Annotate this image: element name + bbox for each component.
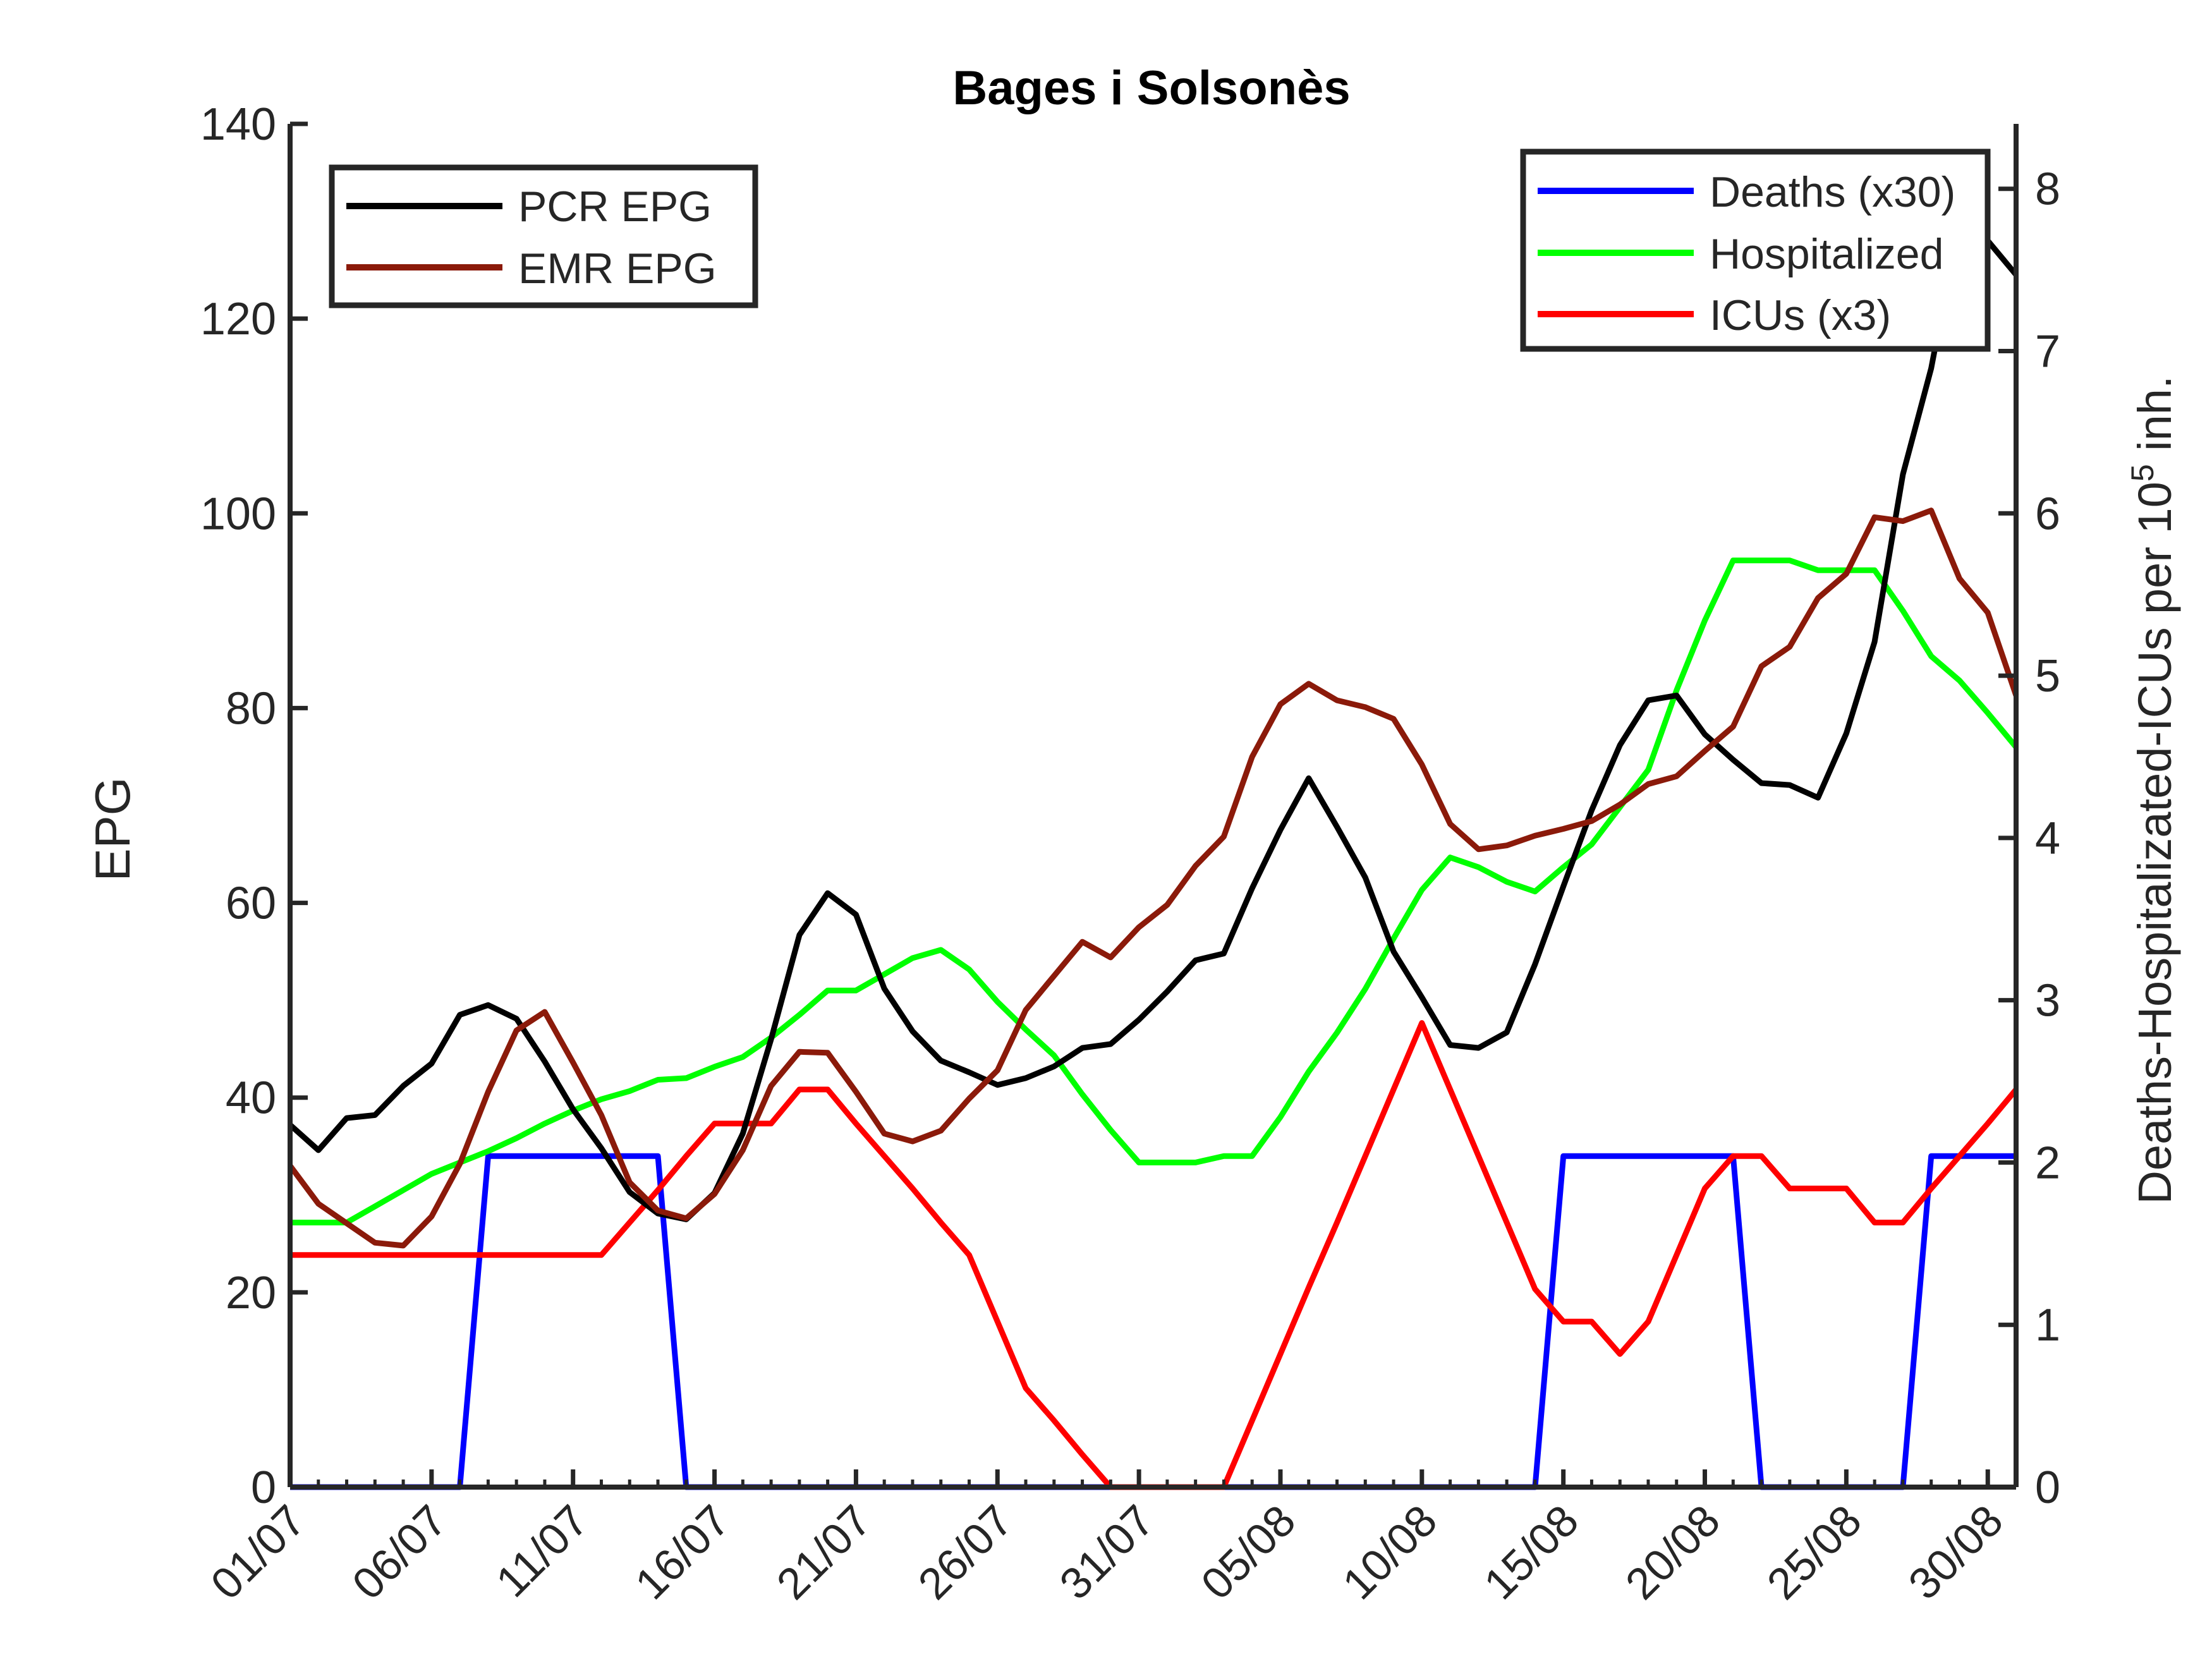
plot-area bbox=[288, 217, 2019, 1490]
y-axis-left-label: EPG bbox=[85, 777, 140, 882]
legend-left: PCR EPG EMR EPG bbox=[329, 164, 758, 308]
x-tick-label: 20/08 bbox=[1616, 1495, 1729, 1608]
x-tick-label: 21/07 bbox=[767, 1495, 880, 1608]
y-right-tick-label: 5 bbox=[2035, 651, 2060, 702]
y-right-tick-label: 1 bbox=[2035, 1300, 2060, 1351]
x-tick-label: 10/08 bbox=[1333, 1495, 1446, 1608]
x-tick-label: 11/07 bbox=[487, 1495, 597, 1606]
x-tick-label: 15/08 bbox=[1474, 1495, 1588, 1608]
series-line-hospitalized bbox=[290, 557, 2019, 1225]
y-right-tick-label: 2 bbox=[2035, 1138, 2060, 1188]
y-left-tick-label: 100 bbox=[200, 489, 276, 539]
y-axis-right-label: Deaths-Hospitalizated-ICUs per 105 inh. bbox=[2125, 375, 2181, 1204]
legend-label-deaths: Deaths (x30) bbox=[1710, 168, 1955, 216]
x-tick-label: 05/08 bbox=[1192, 1495, 1305, 1608]
x-tick-label: 16/07 bbox=[626, 1495, 739, 1608]
legend-label-pcr: PCR EPG bbox=[518, 183, 712, 231]
y-right-tick-label: 8 bbox=[2035, 164, 2060, 215]
y-left-tick-label: 60 bbox=[226, 878, 276, 929]
series-line-emr-epg bbox=[288, 507, 2019, 1249]
x-tick-label: 06/07 bbox=[343, 1495, 456, 1608]
y-left-tick-label: 120 bbox=[200, 294, 276, 344]
y-left-tick-label: 20 bbox=[226, 1268, 276, 1318]
legend-label-emr: EMR EPG bbox=[518, 245, 717, 293]
y-right-tick-label: 6 bbox=[2035, 489, 2060, 539]
legend-label-icus: ICUs (x3) bbox=[1710, 291, 1891, 339]
legend-label-hospitalized: Hospitalized bbox=[1710, 230, 1943, 278]
series-line-deaths bbox=[290, 1153, 2016, 1490]
x-tick-label: 26/07 bbox=[909, 1495, 1022, 1608]
legend-left-box bbox=[329, 164, 758, 308]
y-right-tick-label: 7 bbox=[2035, 327, 2060, 377]
x-tick-label: 31/07 bbox=[1050, 1495, 1164, 1608]
series-line-pcr-epg bbox=[288, 217, 2019, 1222]
y-left-tick-label: 80 bbox=[226, 683, 276, 734]
chart-title: Bages i Solsonès bbox=[952, 61, 1350, 115]
y-right-tick-label: 0 bbox=[2035, 1462, 2060, 1513]
legend-right: Deaths (x30) Hospitalized ICUs (x3) bbox=[1520, 149, 1991, 352]
x-tick-label: 25/08 bbox=[1758, 1495, 1871, 1608]
x-tick-label: 30/08 bbox=[1899, 1495, 2012, 1608]
y-left-tick-label: 40 bbox=[226, 1073, 276, 1124]
y-right-tick-label: 3 bbox=[2035, 976, 2060, 1026]
y-right-tick-label: 4 bbox=[2035, 813, 2060, 864]
y-left-tick-label: 0 bbox=[251, 1462, 276, 1513]
y-left-tick-label: 140 bbox=[200, 99, 276, 150]
left-series-lines bbox=[288, 217, 2019, 1249]
